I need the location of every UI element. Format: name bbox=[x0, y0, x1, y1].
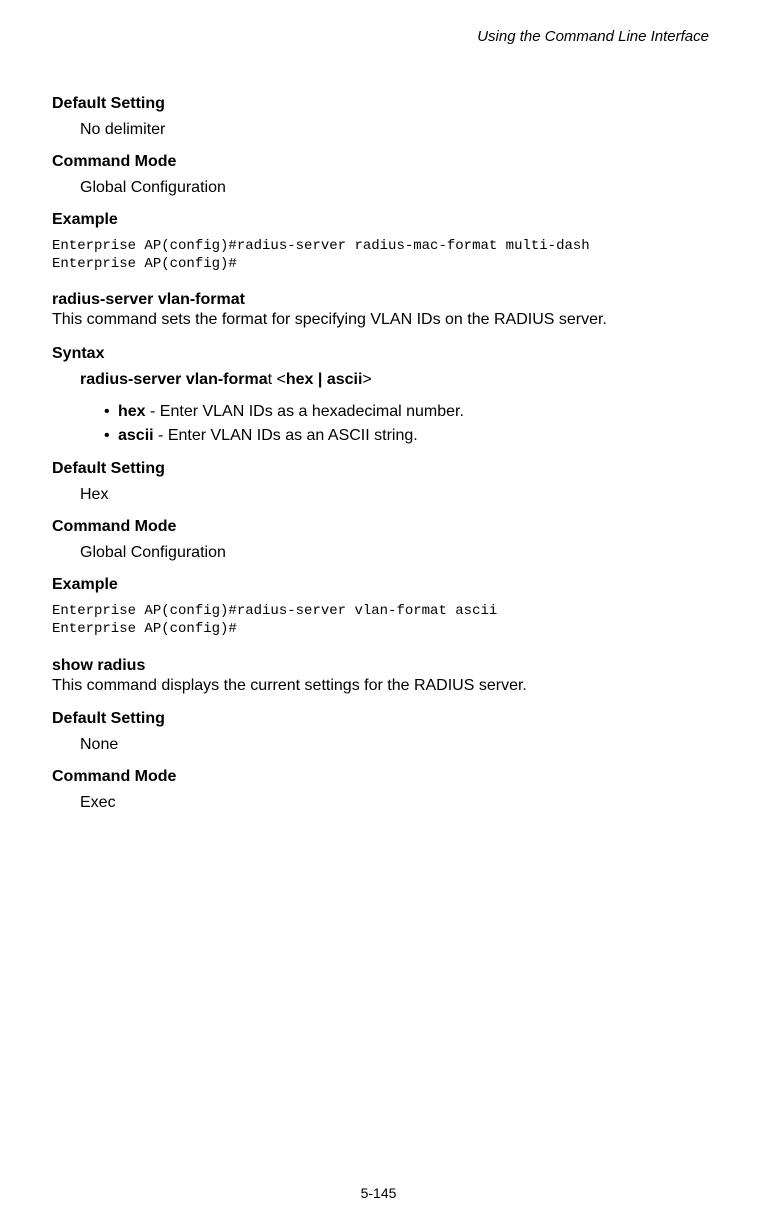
command-mode-heading-1: Command Mode bbox=[52, 153, 709, 171]
example-heading-2: Example bbox=[52, 576, 709, 594]
syntax-options-list: hex - Enter VLAN IDs as a hexadecimal nu… bbox=[104, 401, 709, 446]
default-setting-heading-2: Default Setting bbox=[52, 460, 709, 478]
option-hex-text: - Enter VLAN IDs as a hexadecimal number… bbox=[146, 403, 464, 420]
command-title-show-radius: show radius bbox=[52, 657, 709, 675]
example-heading-1: Example bbox=[52, 211, 709, 229]
default-setting-heading-3: Default Setting bbox=[52, 710, 709, 728]
command-mode-text-2: Global Configuration bbox=[80, 544, 709, 562]
syntax-plain-1: t < bbox=[268, 371, 286, 388]
command-desc-show-radius: This command displays the current settin… bbox=[52, 675, 709, 697]
default-setting-heading-1: Default Setting bbox=[52, 95, 709, 113]
option-hex-bold: hex bbox=[118, 403, 146, 420]
option-ascii-bold: ascii bbox=[118, 427, 154, 444]
option-ascii-text: - Enter VLAN IDs as an ASCII string. bbox=[154, 427, 418, 444]
page-number: 5-145 bbox=[0, 1185, 757, 1201]
command-title-vlan-format: radius-server vlan-format bbox=[52, 291, 709, 309]
command-mode-text-1: Global Configuration bbox=[80, 179, 709, 197]
list-item: hex - Enter VLAN IDs as a hexadecimal nu… bbox=[104, 401, 709, 423]
code-example-1: Enterprise AP(config)#radius-server radi… bbox=[52, 237, 709, 273]
default-setting-text-2: Hex bbox=[80, 486, 709, 504]
syntax-line: radius-server vlan-format <hex | ascii> bbox=[80, 371, 709, 389]
page-header-title: Using the Command Line Interface bbox=[52, 28, 709, 45]
command-mode-text-3: Exec bbox=[80, 794, 709, 812]
syntax-bold-1: radius-server vlan-forma bbox=[80, 371, 268, 388]
syntax-plain-2: > bbox=[362, 371, 371, 388]
command-desc-vlan-format: This command sets the format for specify… bbox=[52, 309, 709, 331]
default-setting-text-1: No delimiter bbox=[80, 121, 709, 139]
default-setting-text-3: None bbox=[80, 736, 709, 754]
syntax-bold-2: hex | ascii bbox=[286, 371, 363, 388]
code-example-2: Enterprise AP(config)#radius-server vlan… bbox=[52, 602, 709, 638]
list-item: ascii - Enter VLAN IDs as an ASCII strin… bbox=[104, 425, 709, 447]
syntax-heading: Syntax bbox=[52, 345, 709, 363]
command-mode-heading-2: Command Mode bbox=[52, 518, 709, 536]
command-mode-heading-3: Command Mode bbox=[52, 768, 709, 786]
